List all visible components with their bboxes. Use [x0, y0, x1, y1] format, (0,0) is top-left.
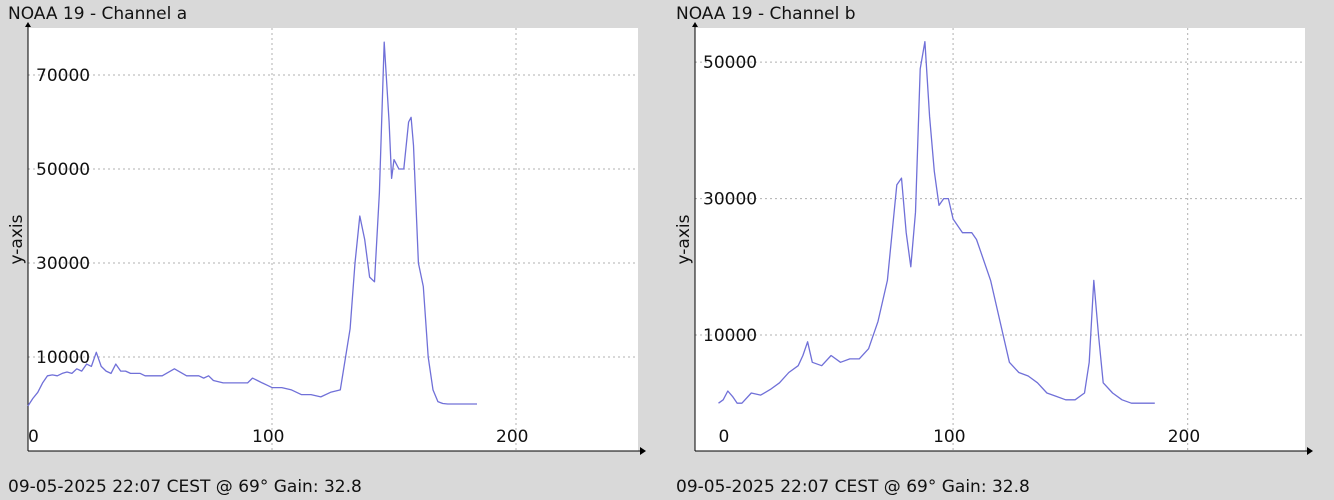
x-axis-arrow [1307, 447, 1313, 455]
y-tick-label: 30000 [703, 190, 757, 210]
y-tick-label: 10000 [703, 326, 757, 346]
x-tick-label: 0 [718, 427, 729, 447]
series-line [27, 41, 477, 407]
x-tick-label: 200 [496, 427, 528, 447]
x-tick-label: 200 [1168, 427, 1200, 447]
y-axis-label: y-axis [7, 214, 27, 264]
plot-area [28, 28, 638, 451]
y-axis-arrow [692, 22, 698, 27]
y-tick-label: 70000 [36, 66, 90, 86]
x-tick-label: 100 [252, 427, 284, 447]
plot-area [695, 28, 1305, 451]
y-tick-label: 10000 [36, 348, 90, 368]
chart-footer-channel-b: 09-05-2025 22:07 CEST @ 69° Gain: 32.8 [676, 477, 1030, 497]
chart-title-channel-b: NOAA 19 - Channel b [676, 4, 856, 24]
x-tick-label: 0 [28, 427, 39, 447]
x-axis-arrow [640, 447, 646, 455]
series-line [718, 40, 1155, 404]
chart-footer-channel-a: 09-05-2025 22:07 CEST @ 69° Gain: 32.8 [8, 477, 362, 497]
y-tick-label: 50000 [703, 53, 757, 73]
y-tick-label: 30000 [36, 254, 90, 274]
x-tick-label: 100 [933, 427, 965, 447]
chart-channel-b: 0 100 200 10000 30000 50000 y-axis [674, 22, 1313, 455]
y-tick-label: 50000 [36, 160, 90, 180]
y-axis-arrow [25, 22, 31, 27]
y-axis-label: y-axis [674, 214, 694, 264]
chart-channel-a: 0 100 200 10000 30000 50000 70000 y-axis [7, 22, 646, 455]
chart-title-channel-a: NOAA 19 - Channel a [8, 4, 188, 24]
